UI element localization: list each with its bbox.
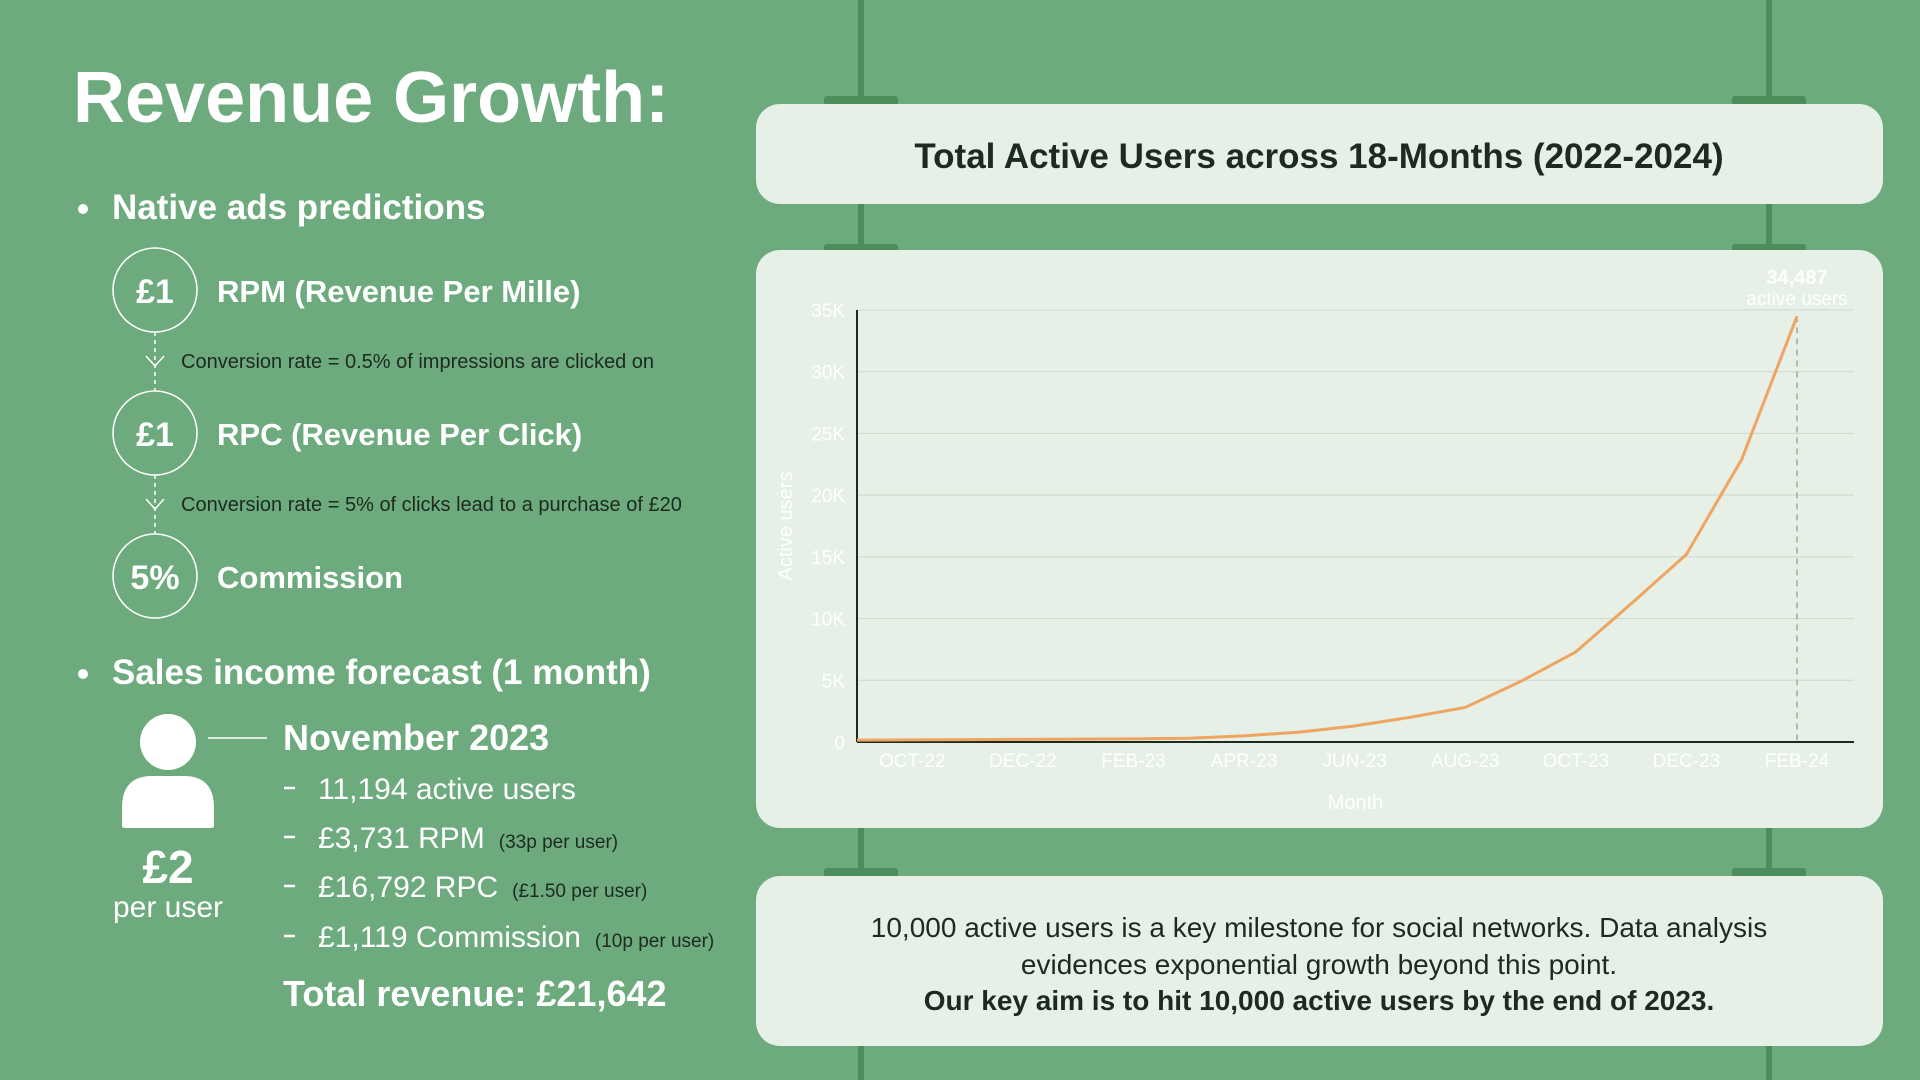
x-tick-label: APR-23 bbox=[1211, 751, 1278, 772]
item-note: (10p per user) bbox=[595, 931, 714, 952]
section-heading: Native ads predictions bbox=[112, 188, 485, 227]
y-tick-label: 35K bbox=[811, 301, 845, 322]
bullet bbox=[78, 669, 88, 679]
note-line: evidences exponential growth beyond this… bbox=[1021, 949, 1617, 980]
y-tick-label: 15K bbox=[811, 548, 845, 569]
note-emphasis: Our key aim is to hit 10,000 active user… bbox=[924, 985, 1715, 1016]
forecast-item: £3,731 RPM (33p per user) bbox=[318, 822, 618, 855]
x-tick-label: FEB-24 bbox=[1765, 751, 1830, 772]
item-text: £16,792 RPC bbox=[318, 871, 498, 904]
item-text: 11,194 active users bbox=[318, 773, 576, 806]
per-user-value: £2 bbox=[142, 841, 193, 893]
x-tick-label: AUG-23 bbox=[1431, 751, 1500, 772]
y-tick-label: 30K bbox=[811, 363, 845, 384]
x-tick-label: JUN-23 bbox=[1322, 751, 1386, 772]
forecast-item: 11,194 active users bbox=[318, 773, 576, 806]
x-axis-title: Month bbox=[1328, 792, 1384, 814]
item-note: (£1.50 per user) bbox=[512, 881, 647, 902]
y-tick-label: 0 bbox=[834, 733, 845, 754]
x-tick-label: OCT-22 bbox=[879, 751, 946, 772]
forecast-total: Total revenue: £21,642 bbox=[283, 973, 667, 1014]
x-tick-label: DEC-23 bbox=[1653, 751, 1721, 772]
note-line: 10,000 active users is a key milestone f… bbox=[871, 912, 1767, 943]
y-axis-title: Active users bbox=[775, 472, 797, 581]
step-label: RPM (Revenue Per Mille) bbox=[217, 274, 580, 309]
step-badge: £1 bbox=[136, 416, 174, 454]
y-tick-label: 25K bbox=[811, 424, 845, 445]
item-text: £3,731 RPM bbox=[318, 822, 485, 855]
value-label: 34,487 bbox=[1766, 267, 1827, 289]
forecast-month: November 2023 bbox=[283, 717, 549, 758]
forecast-item: £16,792 RPC (£1.50 per user) bbox=[318, 871, 647, 904]
user-icon bbox=[122, 714, 214, 828]
item-note: (33p per user) bbox=[499, 832, 618, 853]
step-badge: 5% bbox=[130, 559, 179, 597]
data-line bbox=[856, 315, 1799, 742]
annotation: active users bbox=[1746, 289, 1847, 310]
y-tick-label: 10K bbox=[811, 610, 845, 631]
step-badge: £1 bbox=[136, 273, 174, 311]
step-label: RPC (Revenue Per Click) bbox=[217, 417, 582, 452]
conversion-note: Conversion rate = 5% of clicks lead to a… bbox=[181, 494, 682, 516]
chart-panel bbox=[756, 250, 1883, 828]
step-connectors bbox=[112, 247, 198, 619]
dashes bbox=[284, 786, 295, 938]
forecast-item: £1,119 Commission (10p per user) bbox=[318, 921, 714, 954]
note-panel bbox=[756, 876, 1883, 1046]
page-title: Revenue Growth: bbox=[73, 58, 669, 138]
item-text: £1,119 Commission bbox=[318, 921, 581, 954]
x-tick-label: DEC-22 bbox=[989, 751, 1057, 772]
per-user-label: per user bbox=[113, 891, 223, 924]
section-heading: Sales income forecast (1 month) bbox=[112, 653, 651, 692]
x-tick-label: FEB-23 bbox=[1101, 751, 1165, 772]
y-tick-label: 5K bbox=[822, 671, 846, 692]
step-label: Commission bbox=[217, 560, 403, 595]
chart-title: Total Active Users across 18-Months (202… bbox=[914, 137, 1723, 176]
conversion-note: Conversion rate = 0.5% of impressions ar… bbox=[181, 351, 654, 373]
title-panel bbox=[756, 104, 1883, 204]
bullet bbox=[78, 204, 88, 214]
y-tick-label: 20K bbox=[811, 486, 845, 507]
x-tick-label: OCT-23 bbox=[1543, 751, 1610, 772]
